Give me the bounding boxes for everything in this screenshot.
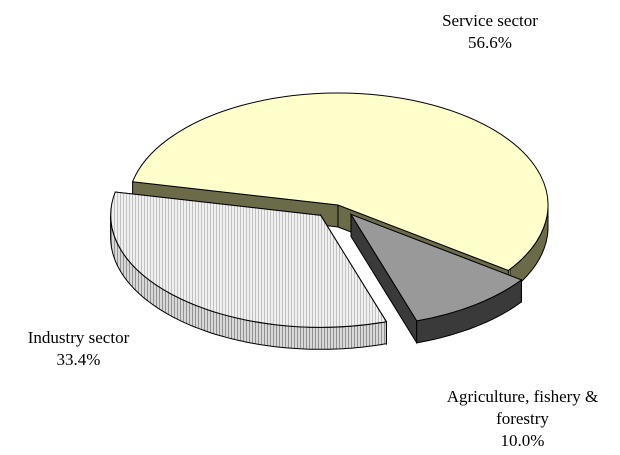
- service-sector-percent: 56.6%: [468, 33, 512, 52]
- label-service-sector: Service sector 56.6%: [410, 10, 570, 54]
- label-agriculture: Agriculture, fishery & forestry 10.0%: [425, 386, 620, 452]
- industry-sector-name: Industry sector: [27, 328, 130, 347]
- agriculture-name-line2: forestry: [496, 409, 549, 428]
- slice-top-service-sector: [131, 92, 549, 272]
- slice-top-agriculture: [349, 213, 523, 322]
- service-sector-name: Service sector: [442, 11, 538, 30]
- industry-sector-percent: 33.4%: [56, 350, 101, 369]
- slice-top-industry-sector: [110, 191, 388, 328]
- agriculture-name-line1: Agriculture, fishery &: [446, 387, 599, 406]
- agriculture-percent: 10.0%: [500, 431, 545, 450]
- label-industry-sector: Industry sector 33.4%: [6, 327, 151, 371]
